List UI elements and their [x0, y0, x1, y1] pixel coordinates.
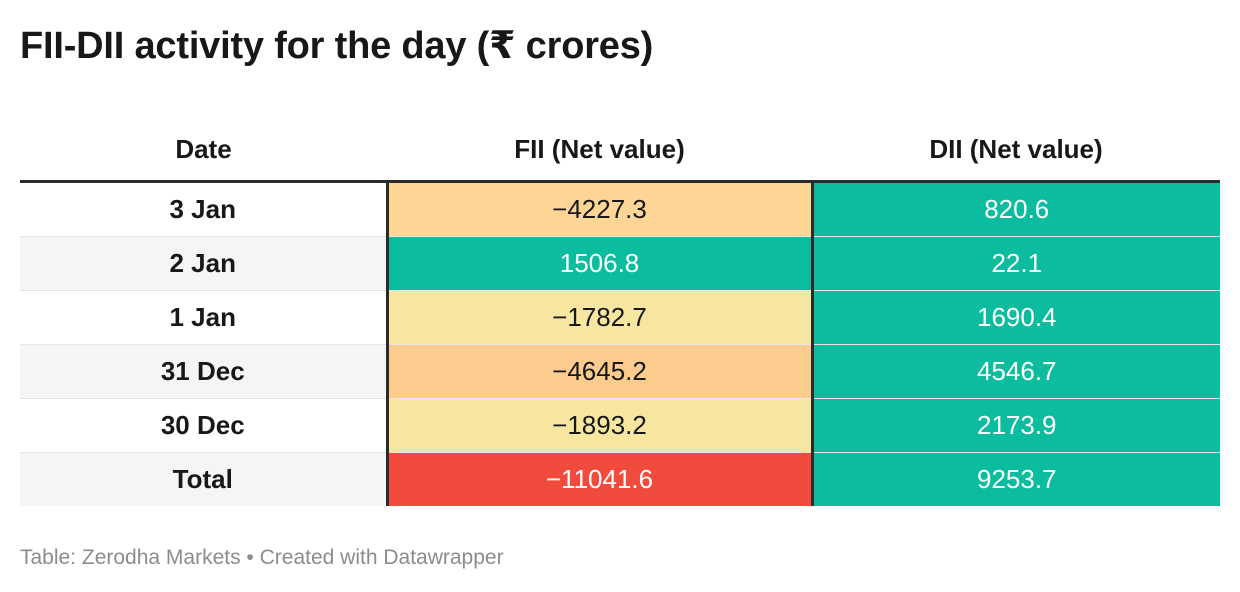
date-cell: 3 Jan [20, 181, 389, 237]
total-label-cell: Total [20, 452, 389, 506]
table-row: 31 Dec −4645.2 4546.7 [20, 344, 1220, 399]
date-cell: 1 Jan [20, 290, 389, 345]
date-cell: 30 Dec [20, 398, 389, 453]
dii-value-cell: 820.6 [812, 181, 1220, 237]
table-row: 2 Jan 1506.8 22.1 [20, 236, 1220, 291]
table-row: 30 Dec −1893.2 2173.9 [20, 398, 1220, 453]
table-row: 1 Jan −1782.7 1690.4 [20, 290, 1220, 345]
date-cell: 2 Jan [20, 236, 389, 291]
fii-value-cell: −1893.2 [387, 398, 814, 453]
chart-title: FII-DII activity for the day (₹ crores) [20, 25, 654, 67]
header-row: Date FII (Net value) DII (Net value) [20, 118, 1220, 183]
source-footer: Table: Zerodha Markets • Created with Da… [20, 546, 504, 569]
column-header-date[interactable]: Date [20, 118, 387, 183]
fii-total-cell: −11041.6 [387, 452, 814, 506]
dii-total-cell: 9253.7 [812, 452, 1220, 506]
fii-value-cell: −4227.3 [387, 181, 814, 237]
fii-value-cell: −4645.2 [387, 344, 814, 399]
dii-value-cell: 22.1 [812, 236, 1220, 291]
fii-value-cell: −1782.7 [387, 290, 814, 345]
column-header-fii[interactable]: FII (Net value) [387, 118, 812, 183]
fii-value-cell: 1506.8 [387, 236, 814, 291]
dii-value-cell: 2173.9 [812, 398, 1220, 453]
fii-dii-table: Date FII (Net value) DII (Net value) 3 J… [20, 118, 1220, 506]
column-header-dii[interactable]: DII (Net value) [812, 118, 1220, 183]
table-row-total: Total −11041.6 9253.7 [20, 452, 1220, 506]
dii-value-cell: 1690.4 [812, 290, 1220, 345]
dii-value-cell: 4546.7 [812, 344, 1220, 399]
date-cell: 31 Dec [20, 344, 389, 399]
table-row: 3 Jan −4227.3 820.6 [20, 181, 1220, 237]
